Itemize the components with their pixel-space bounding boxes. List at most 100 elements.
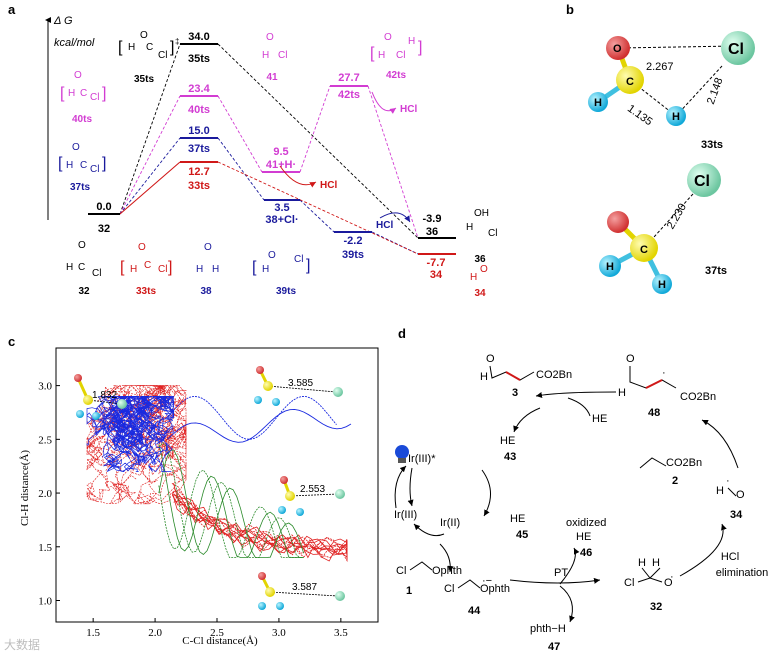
svg-text:Cl: Cl [294,254,303,265]
svg-text:Cl: Cl [396,565,406,577]
svg-text:H: H [618,387,626,399]
svg-text:O: O [78,240,86,251]
svg-text:·: · [670,571,674,583]
svg-text:C: C [640,244,648,256]
svg-text:H: H [638,557,646,569]
level-label: 40ts [188,104,210,116]
y-axis-label: Cl-H distance(Å) [19,450,31,526]
panel-letter-a: a [8,2,16,17]
x-tick-label: 2.0 [148,627,162,639]
trajectory-line [86,422,137,505]
level-value: 9.5 [273,146,288,158]
species-3: O H CO2Bn 3 [480,353,572,399]
svg-text:[: [ [58,155,63,172]
svg-text:H: H [480,371,488,383]
level-value: 15.0 [188,125,209,137]
trajectory-line [130,435,179,505]
trajectory-line [173,500,348,558]
distance-annotation: 1.832 [92,390,117,401]
svg-text:2: 2 [672,475,678,487]
svg-text:O: O [268,250,276,261]
oxidized-he-label: HE [576,531,591,543]
svg-text:38: 38 [200,286,212,297]
svg-text:]: ] [168,259,172,276]
he-plus: HE [510,513,525,525]
structure-41: OH Cl 41 [262,32,287,83]
panel-letter-d: d [398,326,406,341]
level-label: 37ts [188,143,210,155]
x-tick-label: 3.5 [334,627,348,639]
svg-text:[: [ [118,39,123,56]
axis-unit: kcal/mol [54,37,95,49]
svg-text:Cl: Cl [90,164,99,175]
svg-text:O: O [626,353,635,365]
panel-letter-b: b [566,2,574,17]
svg-text:]: ] [102,155,106,172]
svg-text:Cl: Cl [158,264,167,275]
hcl-elimination-1: HCl [721,551,739,563]
svg-text:34: 34 [730,509,743,521]
svg-text:36: 36 [474,254,486,265]
trajectory-line [158,444,304,558]
svg-text:CO2Bn: CO2Bn [666,457,702,469]
level-value: 0.0 [96,201,111,213]
svg-text:Cl: Cl [90,92,99,103]
svg-text:Cl: Cl [624,577,634,589]
trajectory-line [86,440,147,505]
watermark: 大数据 [4,638,41,652]
level-label: 32 [98,223,110,235]
svg-text:C: C [80,160,87,171]
svg-text:H: H [716,485,724,497]
panel-c-trajectory-plot: 1.5 2.0 2.5 3.0 3.5 1.0 1.5 2.0 2.5 3.0 C-Cl dist… [19,347,379,647]
svg-text:H: H [66,160,73,171]
svg-text:44: 44 [468,605,481,617]
species-44: Cl Ophth ·− 44 [444,575,510,617]
ir3-excited: Ir(III)* [408,453,436,465]
svg-text:H: H [658,279,666,291]
svg-text:C: C [80,88,87,99]
y-tick-label: 1.5 [38,542,52,554]
light-bulb-icon [395,445,409,463]
svg-text:H: H [378,50,385,61]
svg-text:H: H [212,264,219,275]
structure-label-33ts: 33ts [701,139,723,151]
trajectory-line [112,395,149,463]
hcl-label-red: HCl [320,180,337,191]
svg-text:32: 32 [650,601,662,613]
x-tick-label: 3.0 [272,627,286,639]
svg-text:CO2Bn: CO2Bn [536,369,572,381]
svg-text:]: ] [170,39,174,56]
level-value: 27.7 [338,72,359,84]
level-value: -2.2 [344,235,363,247]
trajectory-line [101,395,138,442]
structure-32: OH C Cl 32 [66,240,101,297]
svg-text:‡: ‡ [175,37,179,46]
level-label: 42ts [338,89,360,101]
svg-text:H: H [68,88,75,99]
distance-annotation: 3.585 [288,378,313,389]
svg-text:H: H [130,264,137,275]
trajectory-line [114,414,187,487]
trajectory-line [100,385,176,442]
hcl-label-blue: HCl [376,220,393,231]
svg-text:H: H [262,264,269,275]
level-value: -3.9 [423,213,442,225]
species-45: 45 [516,529,528,541]
svg-text:42ts: 42ts [386,70,406,81]
trajectory-line [86,395,149,450]
svg-text:H: H [652,557,660,569]
axis-title: Δ G [53,15,73,27]
svg-text:Cl: Cl [728,41,744,58]
trajectory-line [101,417,149,472]
svg-text:Cl: Cl [158,50,167,61]
axis-ticks: 1.5 2.0 2.5 3.0 3.5 1.0 1.5 2.0 2.5 3.0 [38,381,348,639]
svg-text:O: O [486,353,495,365]
hcl-elimination-2: elimination [716,567,769,579]
svg-text:3: 3 [512,387,518,399]
svg-text:H: H [66,262,73,273]
structure-39ts: [ OH Cl ] 39ts [252,250,310,297]
species-46: 46 [580,547,592,559]
svg-text:39ts: 39ts [276,286,296,297]
